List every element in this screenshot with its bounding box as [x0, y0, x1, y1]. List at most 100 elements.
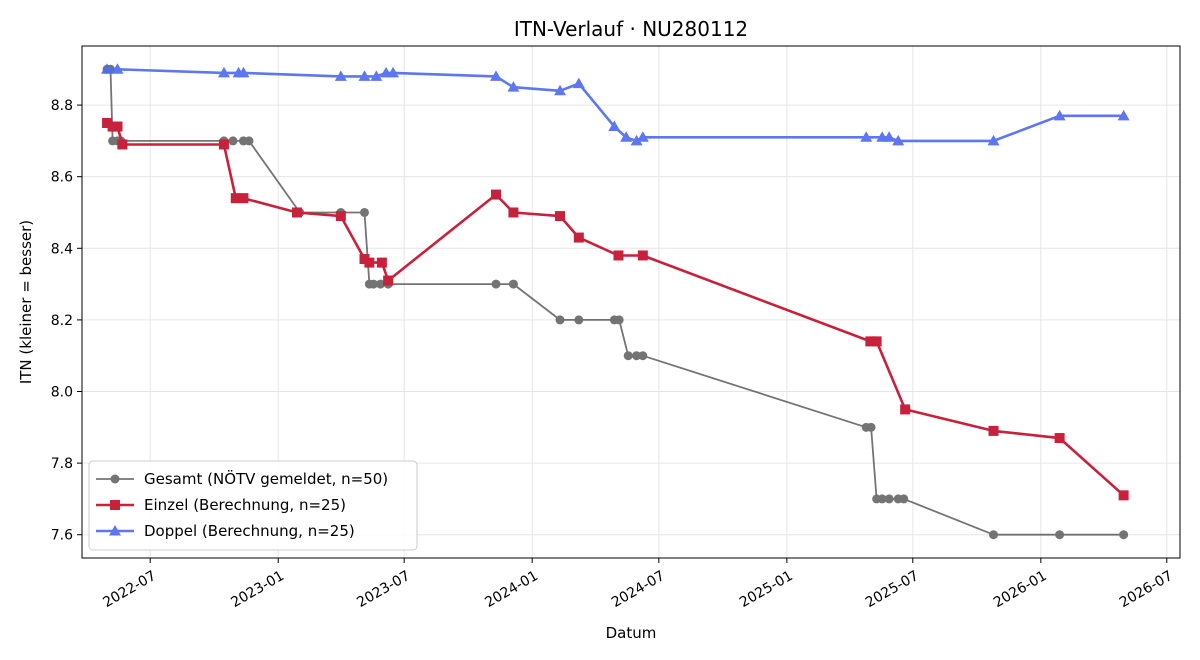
data-point	[630, 134, 643, 146]
x-tick-label: 2026-01	[991, 568, 1050, 611]
data-point	[989, 530, 999, 540]
data-point	[620, 131, 633, 142]
data-point	[1118, 490, 1129, 501]
legend-marker	[110, 474, 120, 484]
data-point	[508, 207, 519, 218]
x-tick-label: 2024-01	[482, 568, 541, 611]
series-layer	[101, 63, 1130, 540]
y-tick-label: 8.0	[51, 385, 73, 401]
x-tick-label: 2024-07	[609, 568, 668, 611]
data-point	[360, 207, 370, 217]
data-point	[900, 404, 911, 415]
data-point	[1053, 109, 1066, 121]
data-point	[555, 211, 566, 222]
legend-marker	[110, 500, 120, 510]
data-point	[335, 211, 346, 222]
legend: Gesamt (NÖTV gemeldet, n=50) Einzel (Bere…	[88, 460, 418, 551]
data-point	[555, 315, 565, 325]
data-point	[490, 70, 503, 81]
x-axis-label: Datum	[606, 624, 657, 642]
data-point	[101, 63, 114, 74]
data-point	[491, 189, 502, 200]
x-tick-label: 2023-07	[354, 568, 413, 611]
data-point	[238, 193, 249, 204]
data-point	[899, 494, 909, 504]
data-point	[383, 275, 394, 286]
data-point	[1119, 530, 1129, 540]
series-line	[106, 121, 1125, 497]
legend-swatch	[96, 525, 134, 536]
series-triangle	[101, 63, 1130, 146]
x-tick-label: 2025-07	[863, 568, 922, 611]
data-point	[623, 351, 633, 361]
data-point	[866, 422, 876, 432]
data-point	[632, 351, 642, 361]
data-point	[865, 336, 876, 347]
data-point	[988, 425, 999, 436]
data-point	[230, 193, 241, 204]
data-point	[636, 131, 649, 142]
data-point	[244, 136, 254, 146]
data-point	[292, 207, 303, 218]
data-point	[1055, 530, 1065, 540]
data-point	[237, 66, 250, 78]
data-point	[1117, 109, 1130, 121]
data-point	[369, 279, 379, 289]
data-point	[1054, 433, 1065, 444]
data-point	[358, 70, 371, 81]
data-point	[554, 84, 567, 96]
data-point	[892, 134, 905, 146]
x-tick-label: 2025-01	[737, 568, 796, 611]
legend-label: Gesamt (NÖTV gemeldet, n=50)	[144, 469, 388, 488]
plot-frame	[81, 45, 1181, 559]
legend-label: Einzel (Berechnung, n=25)	[144, 496, 346, 514]
data-point	[637, 250, 648, 261]
data-point	[883, 131, 896, 142]
data-point	[574, 315, 584, 325]
data-point	[370, 70, 383, 81]
legend-marker	[109, 525, 121, 536]
data-point	[613, 250, 624, 261]
data-point	[608, 120, 621, 132]
y-tick-label: 8.2	[51, 313, 73, 329]
y-tick-label: 8.6	[51, 170, 73, 186]
data-point	[334, 70, 347, 81]
legend-swatch	[96, 474, 134, 484]
data-point	[218, 139, 229, 150]
data-point	[102, 117, 113, 128]
data-point	[614, 315, 624, 325]
legend-label: Doppel (Berechnung, n=25)	[144, 522, 355, 540]
chart-title: ITN-Verlauf · NU280112	[514, 17, 748, 41]
data-point	[508, 279, 518, 289]
data-point	[573, 232, 584, 243]
data-point	[638, 351, 648, 361]
data-point	[364, 257, 375, 268]
data-point	[860, 131, 873, 142]
data-point	[111, 63, 124, 74]
data-point	[376, 279, 386, 289]
data-point	[387, 66, 400, 78]
data-point	[507, 81, 520, 92]
data-point	[572, 77, 585, 89]
y-tick-label: 8.4	[51, 241, 73, 257]
y-axis-label: ITN (kleiner = besser)	[17, 220, 35, 384]
legend-swatch	[96, 500, 134, 510]
data-point	[117, 139, 128, 150]
y-tick-label: 8.8	[51, 98, 73, 114]
data-point	[217, 66, 230, 78]
data-point	[228, 136, 238, 146]
data-point	[376, 257, 387, 268]
legend-box	[88, 460, 418, 551]
y-tick-label: 7.6	[51, 528, 73, 544]
x-tick-label: 2023-01	[228, 568, 287, 611]
data-point	[112, 121, 123, 132]
y-tick-label: 7.8	[51, 456, 73, 472]
data-point	[877, 494, 887, 504]
data-point	[987, 134, 1000, 146]
data-point	[884, 494, 894, 504]
x-tick-label: 2022-07	[100, 568, 159, 611]
x-tick-label: 2026-07	[1117, 568, 1176, 611]
series-square	[102, 117, 1129, 501]
data-point	[871, 336, 882, 347]
